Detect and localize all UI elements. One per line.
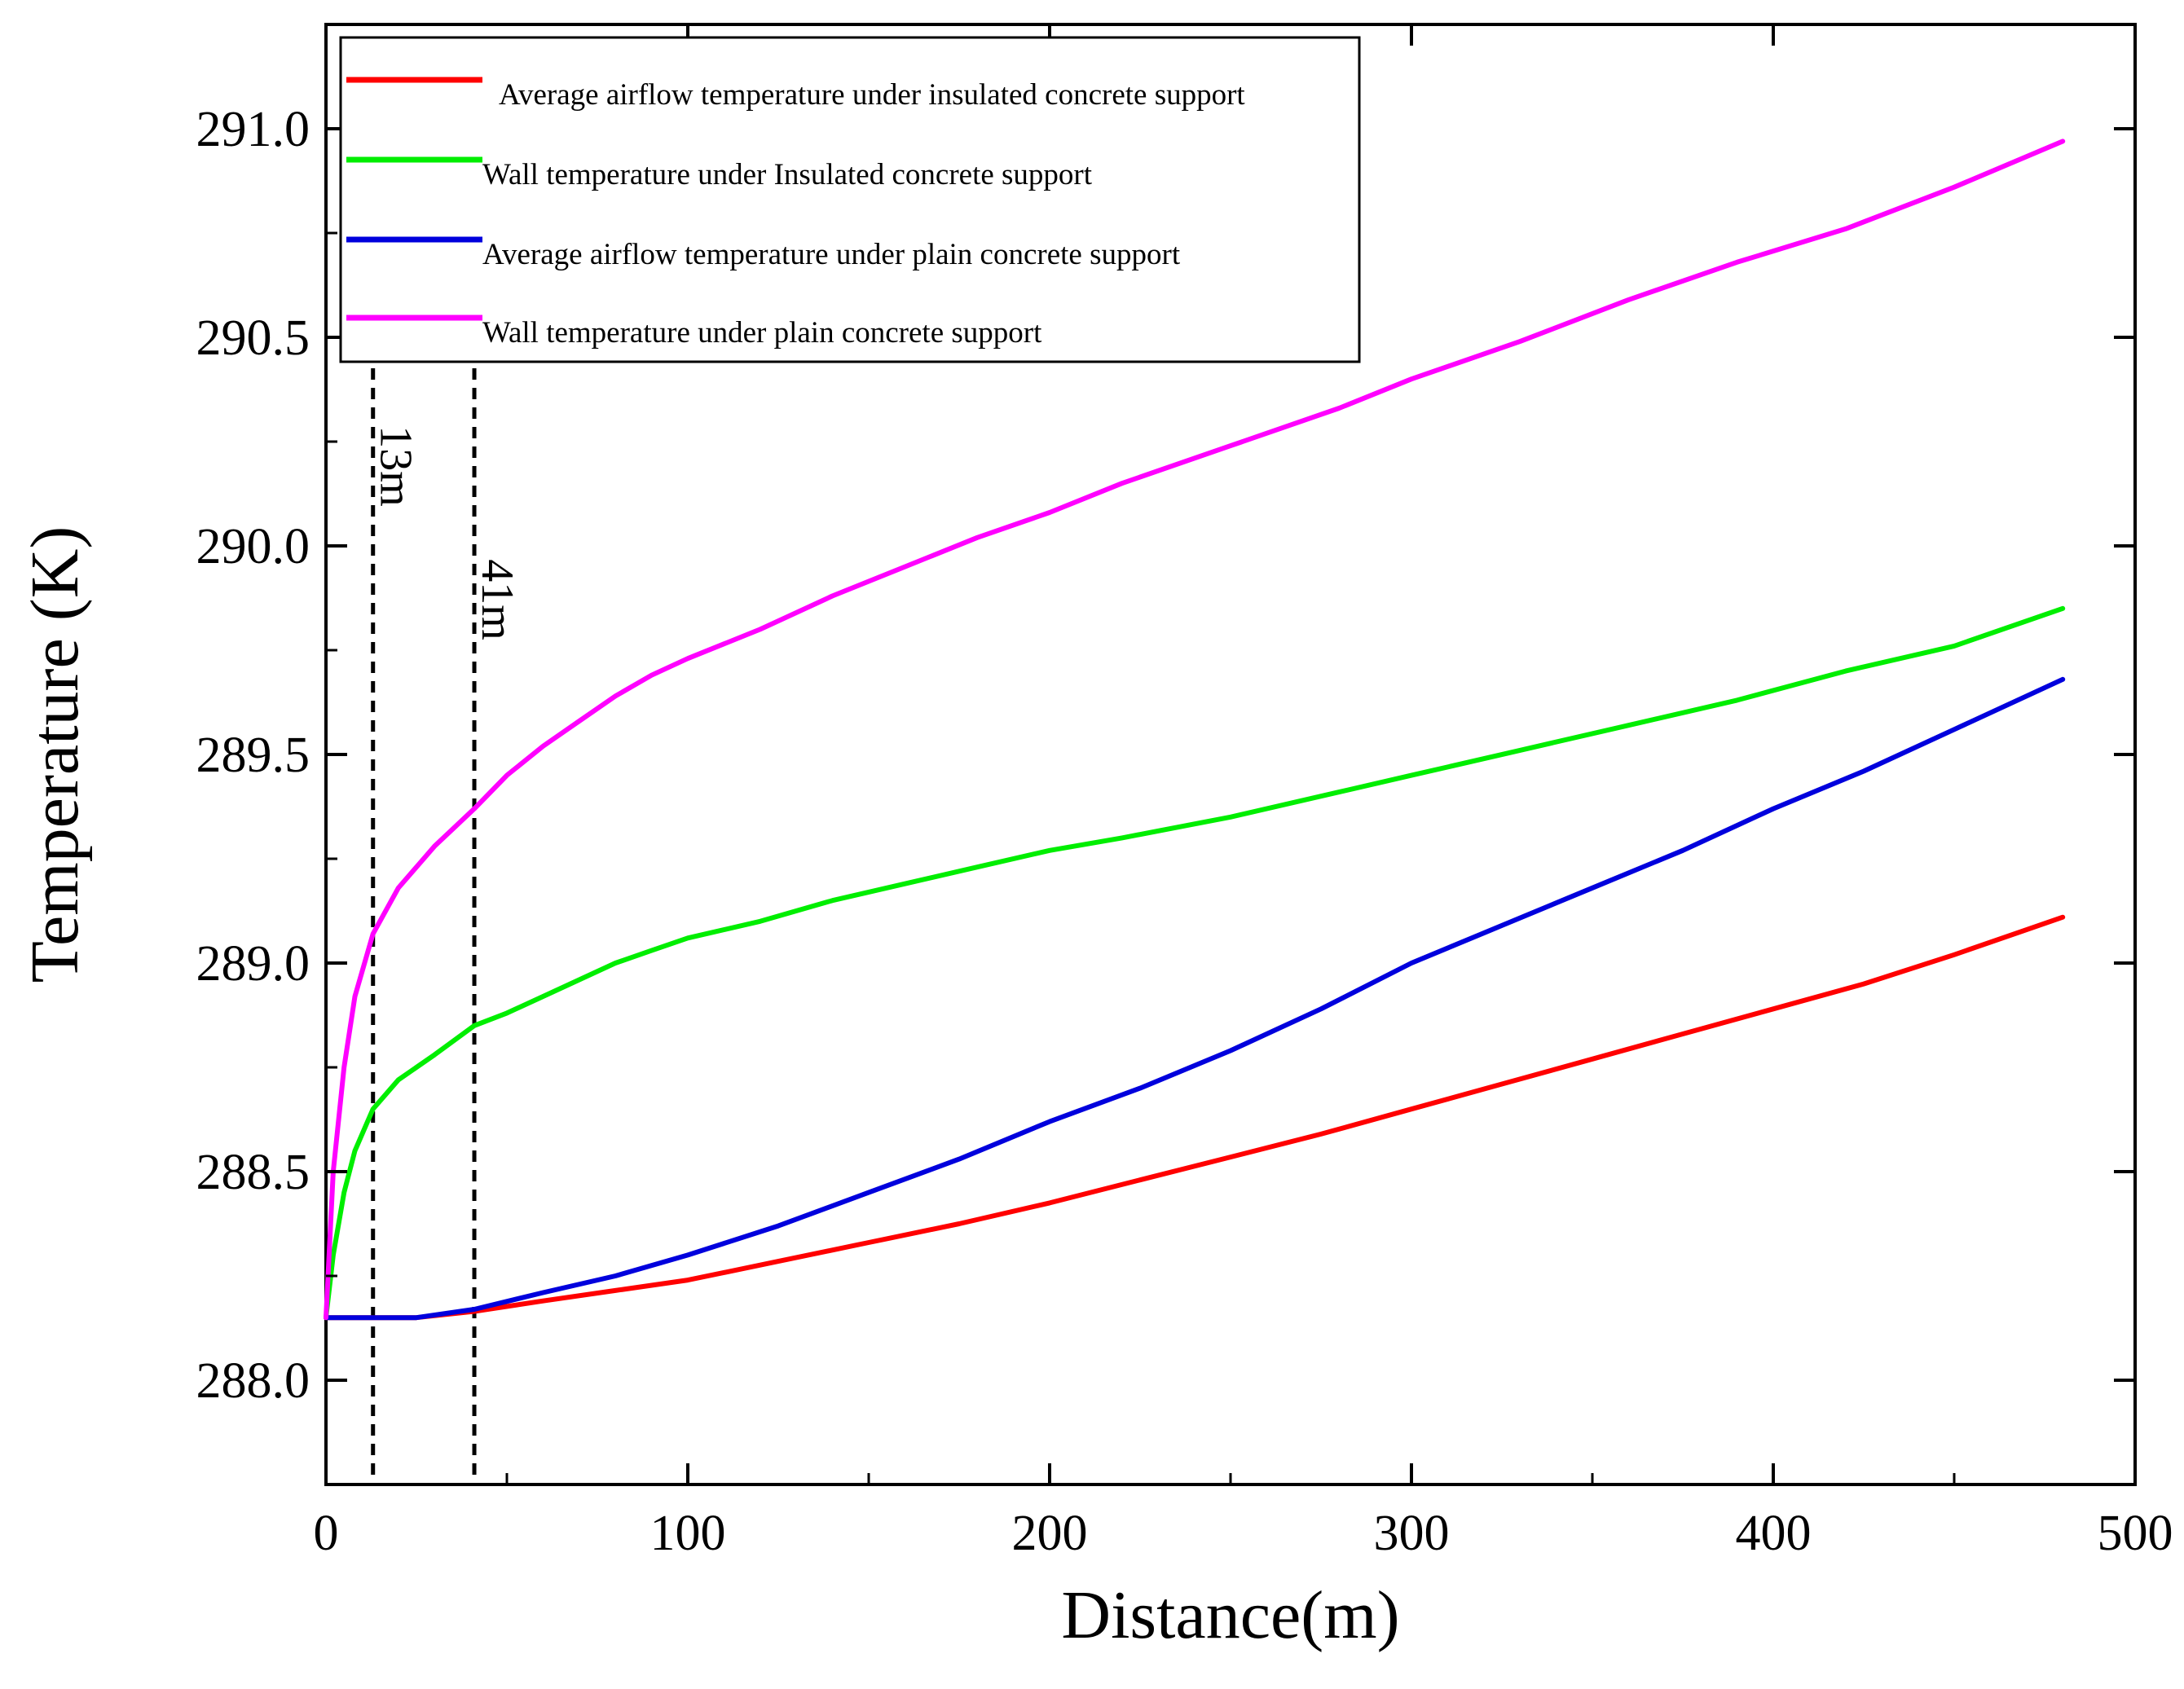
legend-label-3: Average airflow temperature under plain … [482, 238, 1181, 271]
x-tick-label: 200 [1012, 1506, 1088, 1561]
y-tick-label: 288.0 [196, 1353, 310, 1409]
x-tick-label: 0 [314, 1506, 339, 1561]
series-group [324, 139, 2066, 1321]
x-axis-title: Distance(m) [1061, 1577, 1399, 1653]
legend: Average airflow temperature under insula… [339, 36, 1361, 363]
series-line-3 [324, 676, 2066, 1321]
y-tick-label: 290.0 [196, 519, 310, 574]
y-tick-label: 289.5 [196, 728, 310, 783]
x-tick-label: 400 [1736, 1506, 1812, 1561]
x-tick-label: 500 [2098, 1506, 2173, 1561]
x-tick-label: 100 [650, 1506, 726, 1561]
series-line-1 [324, 914, 2066, 1321]
x-tick-label: 300 [1374, 1506, 1450, 1561]
annotation-label-13m: 13m [371, 425, 421, 507]
legend-label-4: Wall temperature under plain concrete su… [482, 316, 1042, 350]
y-tick-label: 289.0 [196, 936, 310, 992]
series-line-2 [324, 605, 2066, 1321]
legend-label-1: Average airflow temperature under insula… [499, 78, 1245, 112]
annotation-label-41m: 41m [472, 559, 522, 640]
legend-box [339, 36, 1361, 363]
y-axis-title: Temperature (K) [17, 526, 93, 983]
y-tick-label: 290.5 [196, 310, 310, 366]
axes-group: 0 100 200 300 400 500 288.0 288.5 289.0 289.5 290.… [196, 24, 2173, 1561]
y-tick-label: 291.0 [196, 102, 310, 157]
legend-label-2: Wall temperature under Insulated concret… [482, 158, 1093, 191]
series-line-4 [324, 139, 2066, 1321]
y-tick-label: 288.5 [196, 1145, 310, 1200]
annotation-group: 13m 41m [371, 349, 522, 1484]
